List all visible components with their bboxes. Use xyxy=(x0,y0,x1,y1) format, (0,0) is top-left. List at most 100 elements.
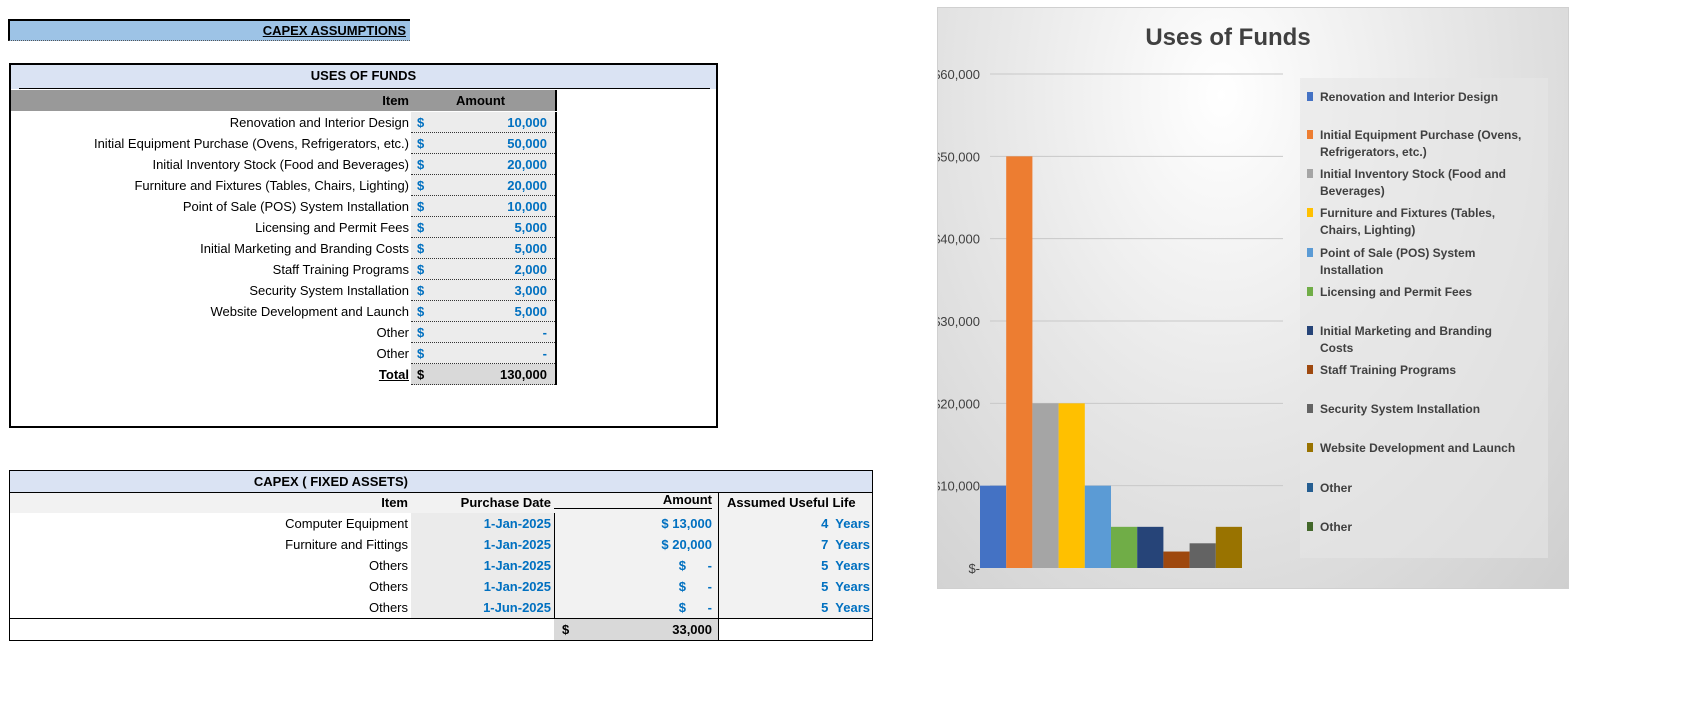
item-label: Computer Equipment xyxy=(285,516,408,531)
amount-value: 5,000 xyxy=(514,241,547,256)
legend-box xyxy=(1300,78,1548,558)
amount-value: $ - xyxy=(554,555,718,576)
legend-item: Initial Marketing and Branding Costs xyxy=(1307,324,1492,355)
y-tick-label: $20,000 xyxy=(938,396,980,411)
legend-label: Website Development and Launch xyxy=(1320,441,1515,455)
currency-symbol: $ xyxy=(411,238,555,259)
bar xyxy=(1137,526,1164,568)
item-header: Item xyxy=(381,495,408,510)
fa-row: Computer Equipment 1-Jan-2025 $ 13,000 4 Ye… xyxy=(10,513,872,535)
item-label: Other xyxy=(376,346,409,361)
item-label: Furniture and Fittings xyxy=(285,537,408,552)
legend-item: Licensing and Permit Fees xyxy=(1307,285,1472,299)
y-tick-label: $30,000 xyxy=(938,314,980,329)
legend-swatch xyxy=(1307,326,1313,335)
uof-row: Furniture and Fixtures (Tables, Chairs, … xyxy=(11,175,557,196)
legend-label: Initial Equipment Purchase (Ovens, Refrig… xyxy=(1320,128,1521,159)
amount-value: 3,000 xyxy=(514,283,547,298)
legend-swatch xyxy=(1307,404,1313,413)
item-label: Others xyxy=(368,558,408,573)
currency-symbol: $ xyxy=(411,364,555,385)
legend-swatch xyxy=(1307,169,1313,178)
legend-swatch xyxy=(1307,248,1313,257)
legend-item: Initial Equipment Purchase (Ovens, Refrig… xyxy=(1307,128,1521,159)
amount-value: 5,000 xyxy=(514,220,547,235)
uof-row: Website Development and Launch $5,000 xyxy=(11,301,557,322)
fa-row: Others 1-Jan-2025 $ -5 Years xyxy=(10,555,872,577)
fa-total-row: $33,000 xyxy=(10,618,872,640)
legend-swatch xyxy=(1307,287,1313,296)
amount-value: - xyxy=(542,346,547,361)
currency-symbol: $ xyxy=(411,154,555,175)
bar xyxy=(1215,526,1242,568)
amount-value: 10,000 xyxy=(507,199,547,214)
purchase-date: 1-Jan-2025 xyxy=(411,534,554,555)
item-label: Initial Inventory Stock (Food and Bevera… xyxy=(152,157,409,172)
item-label: Others xyxy=(368,600,408,615)
useful-life: 5 Years xyxy=(718,576,872,597)
legend-swatch xyxy=(1307,365,1313,374)
uses-of-funds-title: USES OF FUNDS xyxy=(11,65,716,89)
currency-symbol: $ xyxy=(411,280,555,301)
legend-item: Staff Training Programs xyxy=(1307,363,1456,377)
fa-row: Others 1-Jun-2025 $ -5 Years xyxy=(10,597,872,619)
fa-row: Others 1-Jan-2025 $ -5 Years xyxy=(10,576,872,598)
total-life-blank xyxy=(718,619,872,640)
total-amount: 33,000 xyxy=(672,622,712,637)
bar xyxy=(1189,543,1216,568)
legend-item: Other xyxy=(1307,481,1352,495)
uof-row: Renovation and Interior Design $10,000 xyxy=(11,112,557,133)
amount-value: 20,000 xyxy=(507,157,547,172)
uof-row: Licensing and Permit Fees $5,000 xyxy=(11,217,557,238)
legend-item: Furniture and Fixtures (Tables, Chairs, L… xyxy=(1307,206,1495,237)
useful-life: 5 Years xyxy=(718,555,872,576)
amount-header: Amount xyxy=(456,93,506,108)
bar xyxy=(1058,403,1085,568)
legend-item: Other xyxy=(1307,520,1352,534)
item-label: Security System Installation xyxy=(249,283,409,298)
y-tick-label: $60,000 xyxy=(938,67,980,82)
legend-item: Initial Inventory Stock (Food and Beverag… xyxy=(1307,167,1506,198)
uses-of-funds-chart: Uses of Funds $- $10,000 $20,000 $30,000 $40… xyxy=(937,7,1569,589)
purchase-date: 1-Jun-2025 xyxy=(411,597,554,618)
bar xyxy=(1163,551,1190,568)
legend-label: Initial Marketing and Branding Costs xyxy=(1320,324,1492,355)
currency-symbol: $ xyxy=(411,343,555,364)
legend-swatch xyxy=(1307,522,1313,531)
useful-life: 5 Years xyxy=(718,597,872,618)
legend-item: Renovation and Interior Design xyxy=(1307,90,1498,104)
bar xyxy=(1006,156,1033,569)
legend-swatch xyxy=(1307,443,1313,452)
uof-row: Initial Inventory Stock (Food and Bevera… xyxy=(11,154,557,175)
currency-symbol: $ xyxy=(411,217,555,238)
purchase-date: 1-Jan-2025 xyxy=(411,513,554,534)
amount-value: 5,000 xyxy=(514,304,547,319)
item-label: Initial Equipment Purchase (Ovens, Refri… xyxy=(93,136,409,151)
legend-item: Website Development and Launch xyxy=(1307,441,1515,455)
uof-header-row: Item Amount xyxy=(11,90,557,111)
item-label: Licensing and Permit Fees xyxy=(255,220,409,235)
legend-item: Point of Sale (POS) System Installation xyxy=(1307,246,1475,277)
legend-label: Point of Sale (POS) System Installation xyxy=(1320,246,1475,277)
fa-header-row: Item Purchase Date Amount Assumed Useful… xyxy=(10,492,872,514)
legend-item: Security System Installation xyxy=(1307,402,1480,416)
legend-swatch xyxy=(1307,130,1313,139)
currency-symbol: $ xyxy=(411,112,555,133)
item-label: Staff Training Programs xyxy=(272,262,409,277)
y-tick-label: $- xyxy=(968,561,980,576)
item-label: Renovation and Interior Design xyxy=(229,115,409,130)
currency-symbol: $ xyxy=(411,322,555,343)
item-label: Point of Sale (POS) System Installation xyxy=(182,199,409,214)
fixed-assets-title: CAPEX ( FIXED ASSETS) xyxy=(10,471,872,493)
amount-value: 10,000 xyxy=(507,115,547,130)
y-tick-label: $10,000 xyxy=(938,479,980,494)
legend-label: Other xyxy=(1320,520,1352,534)
legend-label: Staff Training Programs xyxy=(1320,363,1456,377)
useful-life: 4 Years xyxy=(718,513,872,534)
legend-label: Renovation and Interior Design xyxy=(1320,90,1498,104)
currency-symbol: $ xyxy=(411,259,555,280)
currency-symbol: $ xyxy=(411,301,555,322)
currency-symbol: $ xyxy=(411,175,555,196)
total-label: Total xyxy=(378,367,409,382)
uof-row: Other $ - xyxy=(11,343,557,364)
